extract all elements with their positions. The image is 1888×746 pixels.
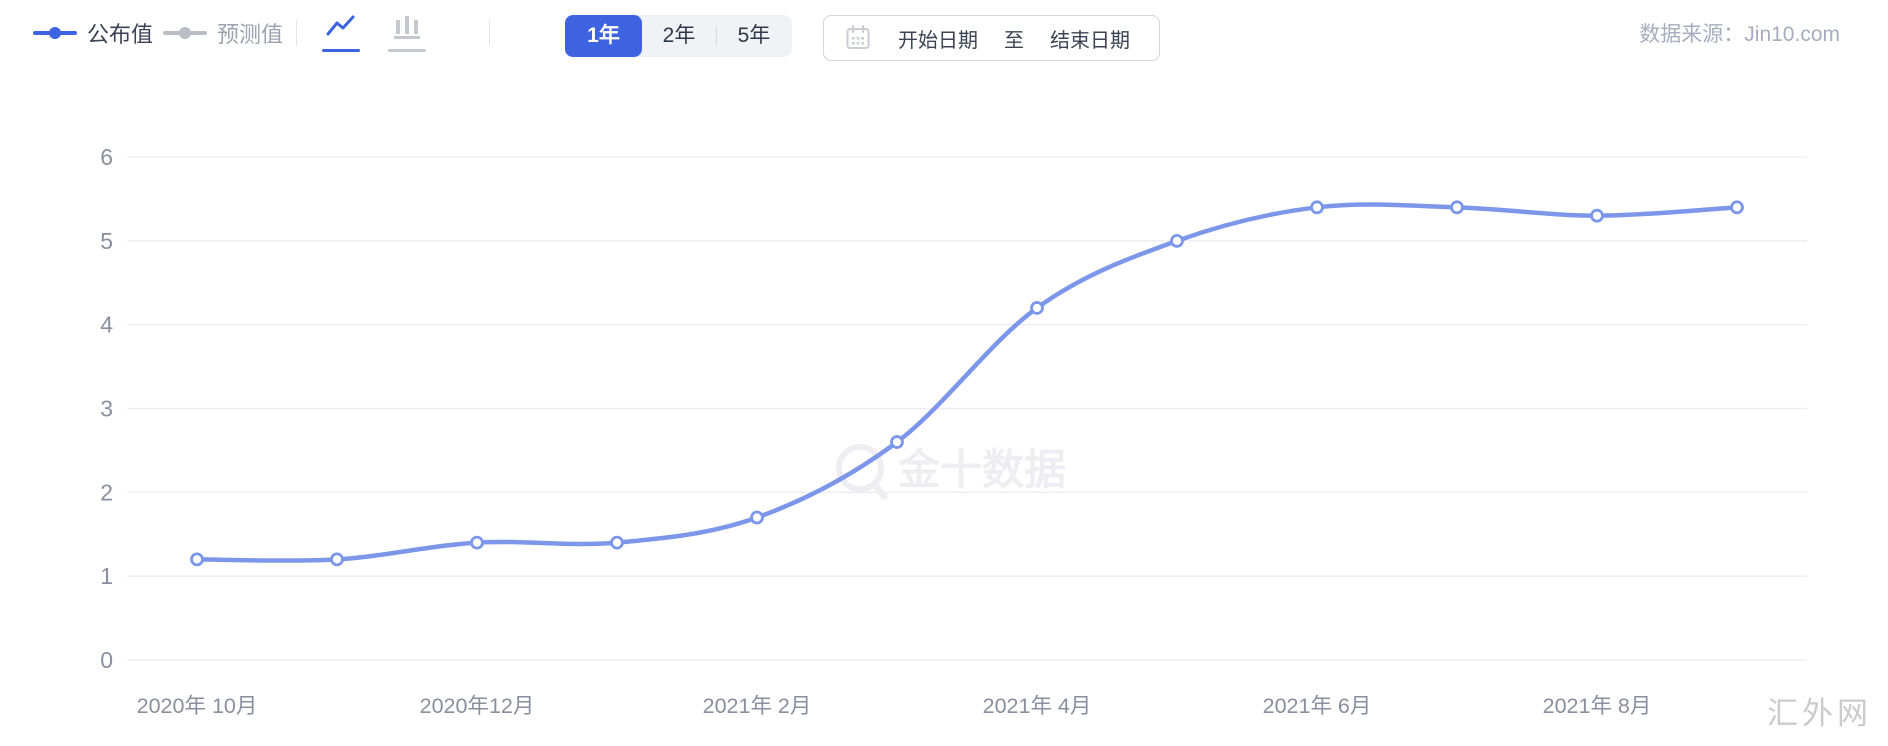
chart-toolbar: 公布值 预测值 1年	[0, 0, 1888, 66]
data-source-label: 数据来源：Jin10.com	[1639, 23, 1840, 46]
y-axis-tick-label: 0	[100, 647, 113, 673]
site-watermark: 汇外网	[1767, 696, 1872, 731]
line-chart-type-button[interactable]	[322, 12, 360, 52]
data-point-marker	[1730, 200, 1744, 215]
x-axis-tick-label: 2021年 6月	[1263, 694, 1372, 718]
end-date-field[interactable]: 结束日期	[1050, 29, 1130, 52]
x-axis-tick-label: 2020年12月	[420, 694, 535, 718]
x-axis-tick-label: 2021年 4月	[983, 694, 1092, 718]
legend-label-forecast: 预测值	[217, 22, 284, 47]
bar-chart-type-button[interactable]	[388, 12, 426, 52]
y-axis-tick-label: 4	[100, 312, 113, 338]
toolbar-divider	[489, 20, 490, 46]
data-point-marker	[1590, 208, 1604, 223]
legend-item-published[interactable]: 公布值	[33, 0, 153, 66]
x-axis-tick-label: 2020年 10月	[137, 694, 258, 718]
x-axis-tick-label: 2021年 2月	[703, 694, 812, 718]
published-series-marker-icon	[33, 26, 77, 40]
y-axis-tick-label: 2	[100, 479, 113, 505]
range-button-5y[interactable]: 5年	[717, 15, 791, 57]
date-range-separator: 至	[1004, 29, 1024, 52]
jin10-watermark: 金十数据	[836, 444, 1066, 500]
data-point-marker	[330, 552, 344, 567]
data-point-marker	[1030, 301, 1044, 315]
data-point-marker	[1450, 200, 1464, 215]
y-axis-tick-label: 6	[100, 144, 113, 170]
published-value-line	[194, 202, 1740, 563]
data-point-marker	[750, 510, 764, 525]
data-point-marker	[470, 535, 484, 550]
svg-text:金十数据: 金十数据	[897, 446, 1066, 493]
data-point-marker	[890, 435, 904, 449]
range-button-2y[interactable]: 2年	[642, 15, 716, 57]
range-button-1y[interactable]: 1年	[565, 15, 642, 57]
range-separator	[716, 26, 717, 46]
date-range-picker[interactable]: 开始日期 至 结束日期	[823, 15, 1160, 61]
time-range-group: 1年 2年 5年	[565, 15, 792, 57]
data-point-marker	[1170, 233, 1184, 248]
data-point-marker	[190, 552, 204, 567]
line-chart-icon	[326, 15, 355, 36]
toolbar-divider	[296, 20, 297, 46]
calendar-icon	[846, 25, 870, 51]
y-axis-tick-label: 3	[100, 396, 113, 422]
x-axis-tick-label: 2021年 8月	[1543, 694, 1652, 718]
start-date-field[interactable]: 开始日期	[898, 29, 978, 52]
data-point-marker	[610, 535, 624, 550]
bar-chart-icon	[394, 16, 420, 39]
legend-label-published: 公布值	[87, 22, 154, 47]
y-axis-tick-label: 5	[100, 228, 113, 254]
data-point-marker	[1310, 200, 1324, 215]
forecast-series-marker-icon	[163, 26, 207, 40]
y-axis-tick-label: 1	[100, 563, 113, 589]
legend-item-forecast[interactable]: 预测值	[163, 0, 283, 66]
